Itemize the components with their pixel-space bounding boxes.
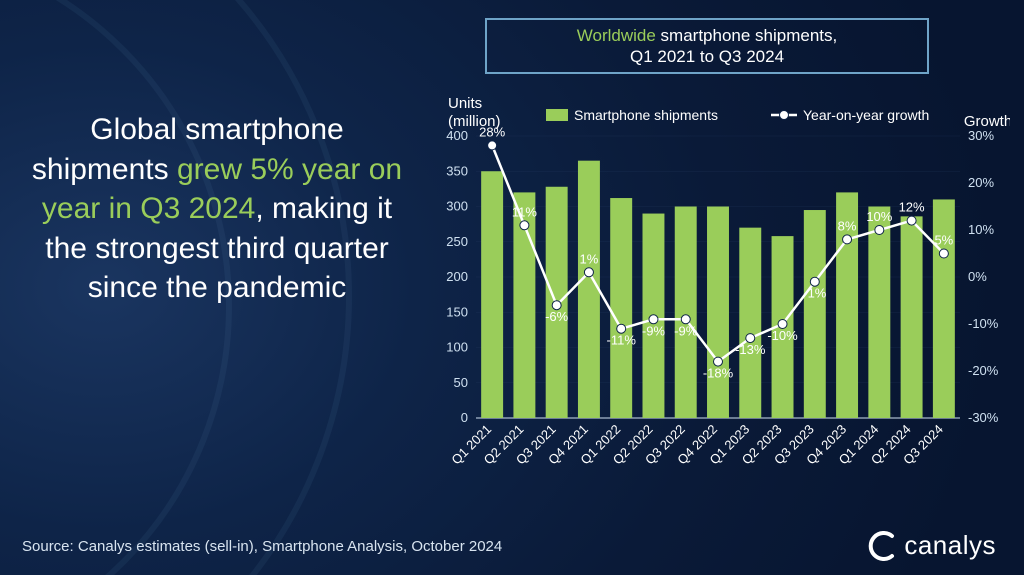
- svg-text:-9%: -9%: [642, 323, 666, 338]
- chart-title-box: Worldwide smartphone shipments, Q1 2021 …: [485, 18, 929, 74]
- headline-text: Global smartphone shipments grew 5% year…: [22, 110, 412, 308]
- svg-text:0: 0: [461, 410, 468, 425]
- svg-text:30%: 30%: [968, 128, 994, 143]
- svg-text:150: 150: [446, 304, 468, 319]
- svg-text:-20%: -20%: [968, 363, 999, 378]
- svg-text:50: 50: [454, 375, 468, 390]
- svg-text:-6%: -6%: [545, 309, 569, 324]
- svg-text:10%: 10%: [866, 209, 892, 224]
- svg-text:Year-on-year growth: Year-on-year growth: [803, 107, 929, 123]
- svg-text:100: 100: [446, 340, 468, 355]
- svg-text:-10%: -10%: [968, 316, 999, 331]
- logo-icon: [868, 531, 898, 561]
- svg-text:250: 250: [446, 234, 468, 249]
- svg-text:Growth: Growth: [964, 113, 1010, 130]
- svg-text:400: 400: [446, 128, 468, 143]
- svg-text:Smartphone shipments: Smartphone shipments: [574, 107, 718, 123]
- svg-text:-10%: -10%: [767, 328, 798, 343]
- svg-text:-11%: -11%: [607, 333, 637, 348]
- svg-text:-18%: -18%: [703, 366, 734, 381]
- svg-text:Units: Units: [448, 95, 482, 112]
- source-footnote: Source: Canalys estimates (sell-in), Sma…: [22, 538, 502, 555]
- svg-text:-30%: -30%: [968, 410, 999, 425]
- svg-text:1%: 1%: [580, 251, 599, 266]
- svg-text:5%: 5%: [934, 233, 953, 248]
- svg-text:350: 350: [446, 163, 468, 178]
- svg-text:28%: 28%: [479, 124, 505, 139]
- svg-text:12%: 12%: [899, 200, 925, 215]
- svg-text:-1%: -1%: [803, 286, 827, 301]
- combo-chart: 0 50 100 150 200 250 300 350 400 -30% -20% -10% 0% 10…: [420, 88, 1010, 508]
- svg-text:8%: 8%: [838, 218, 857, 233]
- svg-text:200: 200: [446, 269, 468, 284]
- chart-title-line2: Q1 2021 to Q3 2024: [630, 46, 784, 67]
- svg-text:300: 300: [446, 199, 468, 214]
- svg-text:20%: 20%: [968, 175, 994, 190]
- svg-text:0%: 0%: [968, 269, 987, 284]
- svg-text:-13%: -13%: [735, 342, 766, 357]
- logo-text: canalys: [904, 530, 996, 561]
- svg-text:-9%: -9%: [674, 323, 698, 338]
- svg-text:10%: 10%: [968, 222, 994, 237]
- canalys-logo: canalys: [868, 530, 996, 561]
- chart-title-line1: Worldwide smartphone shipments,: [577, 25, 838, 46]
- svg-text:11%: 11%: [512, 204, 537, 219]
